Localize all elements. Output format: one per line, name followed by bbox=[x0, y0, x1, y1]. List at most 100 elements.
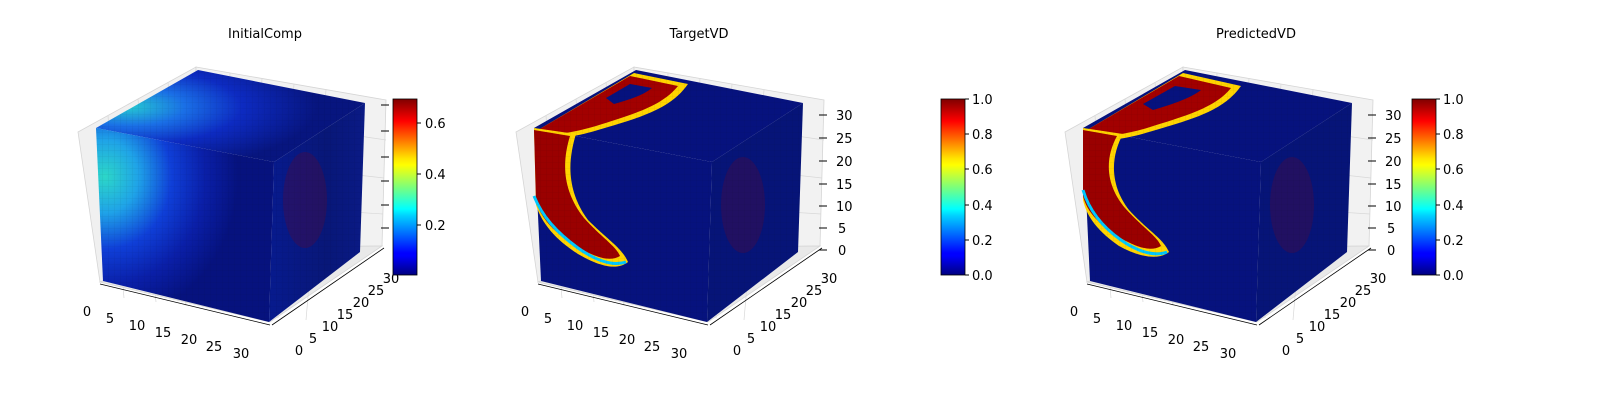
colorbar-tick-label: 0.4 bbox=[1443, 199, 1464, 214]
voxel-grid-right bbox=[707, 103, 803, 322]
colorbar-gradient bbox=[392, 98, 418, 276]
x-tick-label: 15 bbox=[155, 326, 172, 341]
y-tick-label: 25 bbox=[1355, 284, 1372, 299]
voxel-grid-top bbox=[1083, 70, 1352, 162]
colorbar: 0.2 0.4 0.6 bbox=[392, 98, 446, 276]
colorbar-tick-label: 0.8 bbox=[972, 128, 993, 143]
x-tick-label: 30 bbox=[233, 347, 250, 362]
panel-title: TargetVD bbox=[668, 27, 728, 42]
z-tick-label: 20 bbox=[1385, 155, 1402, 170]
x-tick-label: 25 bbox=[1193, 340, 1210, 355]
z-tick-label: 25 bbox=[1385, 132, 1402, 147]
y-tick-label: 10 bbox=[1309, 320, 1326, 335]
y-tick-label: 5 bbox=[1296, 332, 1304, 347]
y-tick-label: 0 bbox=[295, 344, 303, 359]
z-tick-label: 10 bbox=[836, 200, 853, 215]
z-tick-label: 0 bbox=[1387, 244, 1395, 259]
y-axis: 0 5 10 15 20 25 30 bbox=[271, 247, 400, 359]
y-tick-label: 30 bbox=[821, 272, 838, 287]
y-tick-label: 30 bbox=[383, 272, 400, 287]
colorbar-gradient bbox=[940, 98, 966, 276]
y-tick-label: 15 bbox=[1324, 308, 1341, 323]
z-tick-label: 15 bbox=[1385, 178, 1402, 193]
z-axis: 0 5 10 15 20 25 30 bbox=[819, 109, 853, 259]
y-tick-label: 20 bbox=[1340, 296, 1357, 311]
x-tick-label: 10 bbox=[567, 319, 584, 334]
colorbar-tick-label: 0.2 bbox=[972, 234, 993, 249]
colorbar-tick-label: 0.4 bbox=[972, 199, 993, 214]
y-axis: 0 5 10 15 20 25 30 bbox=[709, 247, 838, 359]
x-tick-label: 20 bbox=[1168, 333, 1185, 348]
y-tick-label: 30 bbox=[1370, 272, 1387, 287]
z-tick-label: 30 bbox=[1385, 109, 1402, 124]
colorbar-tick-label: 0.6 bbox=[972, 163, 993, 178]
y-tick-label: 10 bbox=[760, 320, 777, 335]
x-tick-label: 15 bbox=[593, 326, 610, 341]
voxel-grid-top bbox=[534, 70, 803, 162]
z-tick-label: 30 bbox=[836, 109, 853, 124]
panel-title: PredictedVD bbox=[1216, 27, 1296, 42]
y-tick-label: 5 bbox=[309, 332, 317, 347]
colorbar: 0.0 0.2 0.4 0.6 0.8 1.0 bbox=[940, 93, 993, 284]
y-tick-label: 20 bbox=[353, 296, 370, 311]
x-tick-label: 5 bbox=[544, 312, 552, 327]
voxel-grid-front bbox=[1083, 128, 1261, 322]
z-tick-label: 25 bbox=[836, 132, 853, 147]
x-tick-label: 15 bbox=[1142, 326, 1159, 341]
y-tick-label: 25 bbox=[806, 284, 823, 299]
y-tick-label: 20 bbox=[791, 296, 808, 311]
x-axis: 0 5 10 15 20 25 30 bbox=[521, 283, 709, 362]
panel-title: InitialComp bbox=[228, 27, 302, 42]
x-tick-label: 10 bbox=[1116, 319, 1133, 334]
panel-predictedvd: PredictedVD bbox=[1064, 27, 1464, 362]
y-tick-label: 5 bbox=[747, 332, 755, 347]
x-tick-label: 10 bbox=[129, 319, 146, 334]
voxel-grid-right bbox=[269, 103, 365, 322]
x-tick-label: 30 bbox=[671, 347, 688, 362]
z-tick-label: 0 bbox=[838, 244, 846, 259]
x-tick-label: 25 bbox=[206, 340, 223, 355]
y-tick-label: 0 bbox=[733, 344, 741, 359]
z-tick-label: 15 bbox=[836, 178, 853, 193]
x-tick-label: 20 bbox=[619, 333, 636, 348]
z-axis: 0 5 10 15 20 25 30 bbox=[1368, 109, 1402, 259]
x-tick-label: 5 bbox=[1093, 312, 1101, 327]
x-axis: 0 5 10 15 20 25 30 bbox=[83, 283, 271, 362]
x-tick-label: 0 bbox=[83, 305, 91, 320]
z-axis bbox=[381, 104, 389, 229]
y-tick-label: 15 bbox=[337, 308, 354, 323]
x-tick-label: 0 bbox=[1070, 305, 1078, 320]
colorbar: 0.0 0.2 0.4 0.6 0.8 1.0 bbox=[1411, 93, 1464, 284]
x-tick-label: 5 bbox=[106, 312, 114, 327]
colorbar-tick-label: 0.2 bbox=[425, 219, 446, 234]
y-tick-label: 0 bbox=[1282, 344, 1290, 359]
x-tick-label: 25 bbox=[644, 340, 661, 355]
colorbar-tick-label: 0.6 bbox=[1443, 163, 1464, 178]
z-tick-label: 20 bbox=[836, 155, 853, 170]
colorbar-gradient bbox=[1411, 98, 1437, 276]
colorbar-tick-label: 0.4 bbox=[425, 168, 446, 183]
panel-targetvd: TargetVD bbox=[515, 27, 993, 362]
colorbar-tick-label: 1.0 bbox=[972, 93, 993, 108]
y-tick-label: 25 bbox=[368, 284, 385, 299]
colorbar-tick-label: 1.0 bbox=[1443, 93, 1464, 108]
colorbar-tick-label: 0.6 bbox=[425, 117, 446, 132]
colorbar-tick-label: 0.0 bbox=[972, 269, 993, 284]
y-tick-label: 10 bbox=[322, 320, 339, 335]
x-tick-label: 0 bbox=[521, 305, 529, 320]
z-tick-label: 10 bbox=[1385, 200, 1402, 215]
voxel-grid-front bbox=[96, 128, 274, 322]
voxel-grid-right bbox=[1256, 103, 1352, 322]
z-tick-label: 5 bbox=[1387, 222, 1395, 237]
colorbar-tick-label: 0.2 bbox=[1443, 234, 1464, 249]
voxel-grid-front bbox=[534, 128, 712, 322]
voxel-grid-top bbox=[96, 70, 365, 162]
y-tick-label: 15 bbox=[775, 308, 792, 323]
panel-initialcomp: InitialComp 0 5 10 bbox=[77, 27, 446, 362]
colorbar-tick-label: 0.0 bbox=[1443, 269, 1464, 284]
x-axis: 0 5 10 15 20 25 30 bbox=[1070, 283, 1258, 362]
colorbar-tick-label: 0.8 bbox=[1443, 128, 1464, 143]
z-tick-label: 5 bbox=[838, 222, 846, 237]
x-tick-label: 20 bbox=[181, 333, 198, 348]
